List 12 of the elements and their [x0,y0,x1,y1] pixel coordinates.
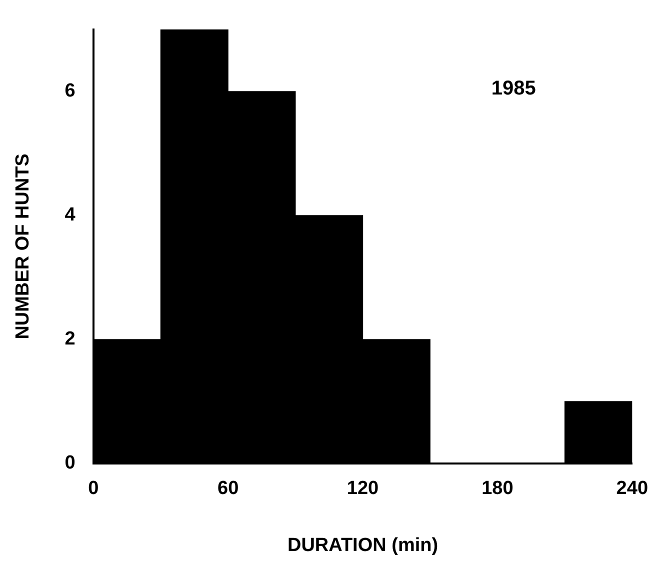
x-tick-label: 120 [346,478,379,500]
x-tick-label: 240 [616,478,648,500]
annotation: 1985 [491,78,536,100]
y-tick-label: 6 [64,80,76,102]
y-tick-label: 0 [64,452,76,474]
x-tick-label: 0 [88,478,99,500]
x-tick-label: 180 [482,478,514,500]
y-axis-title: NUMBER OF HUNTS [12,154,34,340]
x-axis-title: DURATION (min) [287,534,438,556]
y-tick-label: 2 [64,328,76,350]
x-tick-label: 60 [217,478,239,500]
y-tick-label: 4 [64,204,76,226]
